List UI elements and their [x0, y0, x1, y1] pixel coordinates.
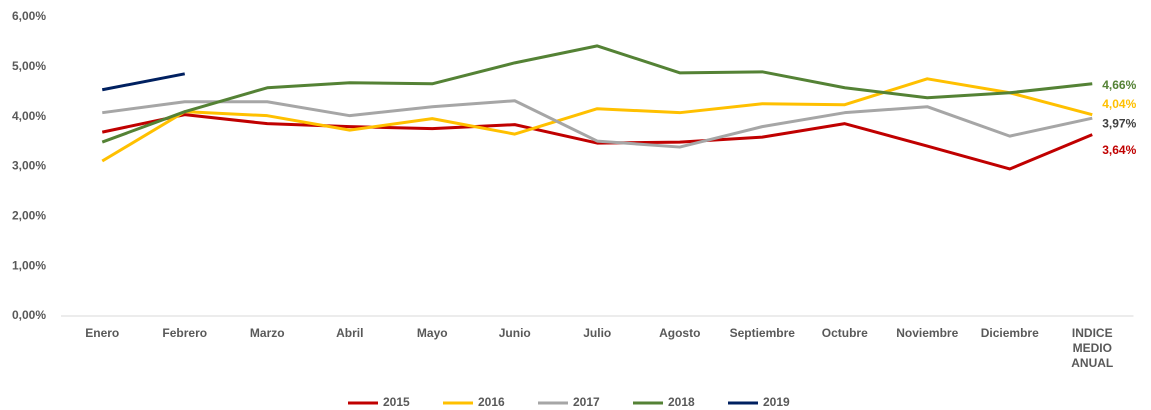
- x-tick-label: Septiembre: [729, 326, 795, 340]
- series-line: [101, 113, 1093, 171]
- legend-label: 2016: [478, 395, 505, 409]
- x-tick-label: INDICE MEDIO ANUAL: [1071, 326, 1114, 370]
- legend-label: 2017: [573, 395, 600, 409]
- data-label: 4,66%: [1102, 78, 1136, 92]
- legend-label: 2019: [763, 395, 790, 409]
- x-tick-label: Noviembre: [896, 326, 959, 340]
- series-line: [101, 77, 1093, 163]
- y-tick-label: 5,00%: [12, 59, 46, 73]
- x-tick-label: Junio: [498, 326, 531, 340]
- data-label: 3,64%: [1102, 143, 1136, 157]
- x-tick-label: Octubre: [821, 326, 868, 340]
- x-tick-label: Abril: [336, 326, 364, 340]
- legend-label: 2018: [668, 395, 695, 409]
- legend-label: 2015: [383, 395, 410, 409]
- x-tick-label: Julio: [583, 326, 612, 340]
- series-line: [102, 99, 1093, 149]
- y-tick-label: 0,00%: [12, 308, 46, 322]
- x-tick-label: Enero: [85, 326, 120, 340]
- data-label: 4,04%: [1102, 97, 1136, 111]
- y-tick-label: 3,00%: [12, 159, 46, 173]
- x-tick-label: Diciembre: [980, 326, 1039, 340]
- y-tick-label: 6,00%: [12, 9, 46, 23]
- x-tick-label: Febrero: [162, 326, 208, 340]
- x-tick-label: Mayo: [416, 326, 448, 340]
- x-tick-label: Agosto: [659, 326, 701, 340]
- x-tick-label: Marzo: [249, 326, 285, 340]
- y-tick-label: 1,00%: [12, 258, 46, 272]
- y-tick-label: 2,00%: [12, 209, 46, 223]
- data-label: 3,97%: [1102, 116, 1136, 130]
- series-line: [101, 44, 1093, 144]
- y-tick-label: 4,00%: [12, 109, 46, 123]
- series-line: [101, 72, 186, 92]
